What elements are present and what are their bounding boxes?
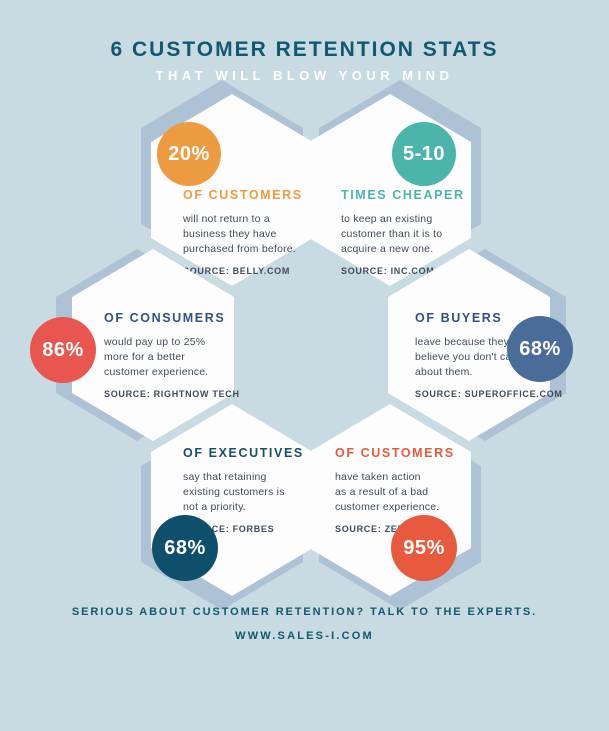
stat-heading: OF CUSTOMERS [183, 188, 303, 202]
page-subtitle: THAT WILL BLOW YOUR MIND [155, 68, 454, 83]
stat-body: have taken action as a result of a bad c… [335, 471, 440, 513]
stat-badge-5-10: 5-10 [392, 122, 456, 186]
stat-source: SOURCE: FORBES [183, 524, 275, 534]
stat-source: SOURCE: INC.COM [341, 266, 435, 276]
stat-body: to keep an existing customer than it is … [341, 213, 443, 255]
stat-body: will not return to a business they have … [183, 213, 296, 255]
stat-content: OF CONSUMERS would pay up to 25% more fo… [104, 311, 240, 399]
stat-badge-86-percent: 86% [30, 317, 96, 383]
footer-tagline: SERIOUS ABOUT CUSTOMER RETENTION? TALK T… [71, 606, 538, 618]
footer-url: WWW.SALES-I.COM [235, 630, 374, 642]
stat-content: OF CUSTOMERS will not return to a busine… [183, 188, 309, 276]
hexagon-face [309, 94, 471, 286]
stat-heading: OF CONSUMERS [104, 311, 226, 325]
stat-badge-95-percent: 95% [391, 515, 457, 581]
footer: SERIOUS ABOUT CUSTOMER RETENTION? TALK T… [0, 606, 609, 642]
stat-source: SOURCE: RIGHTNOW TECH [104, 389, 240, 399]
stat-heading: TIMES CHEAPER [341, 188, 465, 202]
stat-content: OF CUSTOMERS have taken action as a resu… [335, 446, 461, 534]
stat-badge-68-percent-buyers: 68% [507, 316, 573, 382]
stat-body: leave because they believe you don't car… [415, 336, 521, 378]
stat-card-customers-95: OF CUSTOMERS have taken action as a resu… [309, 404, 481, 610]
stat-content: OF BUYERS leave because they believe you… [415, 311, 563, 399]
page-title: 6 CUSTOMER RETENTION STATS [110, 38, 499, 61]
stat-body: would pay up to 25% more for a better cu… [104, 336, 209, 378]
stat-source: SOURCE: SUPEROFFICE.COM [415, 389, 563, 399]
stat-heading: OF CUSTOMERS [335, 446, 455, 460]
hexagon-face [72, 249, 234, 441]
stat-heading: OF EXECUTIVES [183, 446, 304, 460]
stat-card-times-cheaper: TIMES CHEAPER to keep an existing custom… [309, 80, 481, 286]
stat-source: SOURCE: BELLY.COM [183, 266, 291, 276]
stat-source: SOURCE: ZENDESK [335, 524, 433, 534]
stat-body: say that retaining existing customers is… [183, 471, 285, 513]
stat-badge-68-percent-executives: 68% [152, 515, 218, 581]
stat-content: OF EXECUTIVES say that retaining existin… [183, 446, 309, 534]
stat-badge-20-percent: 20% [157, 122, 221, 186]
stat-heading: OF BUYERS [415, 311, 503, 325]
stat-content: TIMES CHEAPER to keep an existing custom… [341, 188, 467, 276]
